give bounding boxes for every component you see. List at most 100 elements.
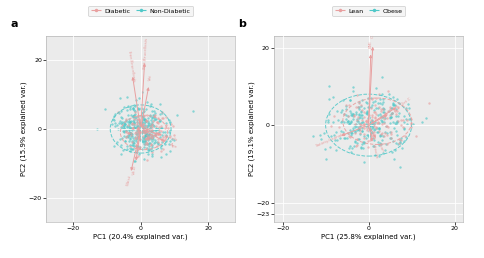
Point [361,100,369,104]
Point [364,134,372,138]
Point [136,137,143,141]
Point [133,128,140,132]
Point [116,119,123,123]
Point [139,137,147,141]
Y-axis label: PC2 (19.1% explained var.): PC2 (19.1% explained var.) [247,82,254,176]
Point [120,134,128,138]
Point [395,141,403,145]
Point [151,138,158,142]
Point [141,118,149,122]
Point [363,116,371,120]
Point [142,118,150,122]
Point [144,123,151,127]
Point [354,137,362,141]
Point [389,103,396,107]
Point [384,92,392,96]
Point [360,159,367,164]
Point [127,127,135,131]
Point [115,120,122,125]
Point [365,128,373,132]
Point [376,142,384,146]
Text: Free.Brucellosis: Free.Brucellosis [126,51,136,83]
Point [125,128,133,132]
Point [128,134,136,138]
Point [139,117,147,121]
Point [393,105,401,109]
Point [369,136,377,140]
Point [131,131,138,135]
Point [136,131,144,135]
Point [150,141,157,146]
Point [153,120,161,124]
Point [138,114,146,118]
Point [120,105,127,109]
Point [359,134,367,139]
Point [359,136,367,141]
Point [367,106,375,110]
Point [388,111,395,115]
Point [345,121,352,125]
Point [374,129,381,133]
Point [392,112,399,116]
Point [357,113,364,117]
Point [141,138,149,142]
Point [387,111,394,115]
Point [343,135,350,140]
Point [166,149,174,153]
Point [142,140,150,144]
Point [127,126,135,130]
Point [348,114,356,118]
Point [141,119,149,123]
Point [353,105,361,109]
Point [152,127,160,131]
Point [363,145,371,149]
Point [127,134,135,139]
Point [393,119,400,124]
Point [364,122,372,126]
Point [332,138,340,142]
Point [379,107,387,111]
Point [367,112,375,117]
Point [362,126,370,131]
Point [374,105,382,109]
Point [134,147,141,151]
Point [151,133,158,138]
Point [117,120,124,125]
Point [142,127,150,131]
Point [388,111,395,115]
Point [383,125,391,129]
Point [133,119,141,124]
Point [364,135,372,139]
Point [136,138,144,142]
Point [398,125,406,130]
Point [379,117,387,122]
Point [367,122,375,126]
Point [372,86,379,90]
Point [155,128,163,132]
Point [136,106,144,110]
Point [130,125,138,130]
Point [367,118,375,122]
Point [127,133,135,137]
Point [371,119,378,124]
Point [140,126,148,131]
Point [350,131,358,135]
Text: a: a [10,19,18,29]
Point [125,124,133,128]
Point [345,134,352,139]
Point [131,104,138,108]
Point [392,141,399,145]
Point [144,131,152,135]
Point [158,116,166,120]
Point [139,122,147,126]
Point [363,133,371,137]
Point [130,103,138,107]
Point [139,109,147,113]
Point [130,113,137,117]
Point [352,117,360,121]
Point [121,124,128,128]
Point [364,120,372,124]
Point [136,124,144,128]
Point [143,136,151,140]
Point [167,136,175,141]
